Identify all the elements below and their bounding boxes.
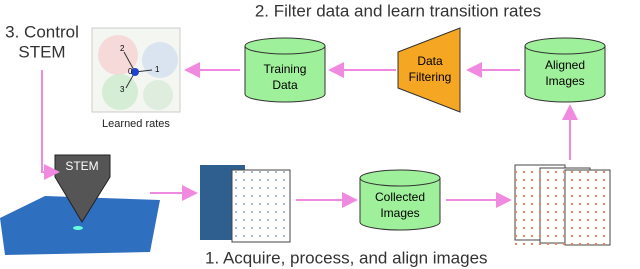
- step-label: 1. Acquire, process, and align images: [205, 248, 488, 267]
- node-label: Filtering: [409, 70, 452, 84]
- state-label: 3: [120, 85, 125, 94]
- image: [232, 170, 290, 242]
- beam-spot: [73, 226, 83, 230]
- learned-rates: 0 1 2 3: [91, 27, 181, 113]
- node-label: Collected: [375, 190, 425, 204]
- node-label: Images: [380, 206, 419, 220]
- state-label: 2: [120, 44, 125, 53]
- node-label: Training: [264, 62, 307, 76]
- filter-shape: [397, 27, 461, 113]
- state-label: 1: [155, 65, 160, 74]
- node-label: Data: [272, 78, 298, 92]
- step-label: 2. Filter data and learn transition rate…: [255, 1, 541, 20]
- node-label: Images: [545, 74, 584, 88]
- cylinder: [244, 37, 606, 231]
- step-label: STEM: [18, 42, 65, 61]
- caption: Learned rates: [102, 118, 170, 130]
- image: [515, 165, 610, 245]
- arrow: [41, 70, 60, 180]
- node-label: STEM: [65, 159, 98, 173]
- sample-surface: [0, 196, 160, 255]
- node-label: Aligned: [545, 58, 585, 72]
- state-label: 0: [128, 67, 133, 76]
- step-label: 3. Control: [5, 22, 79, 41]
- node-label: Data: [417, 54, 443, 68]
